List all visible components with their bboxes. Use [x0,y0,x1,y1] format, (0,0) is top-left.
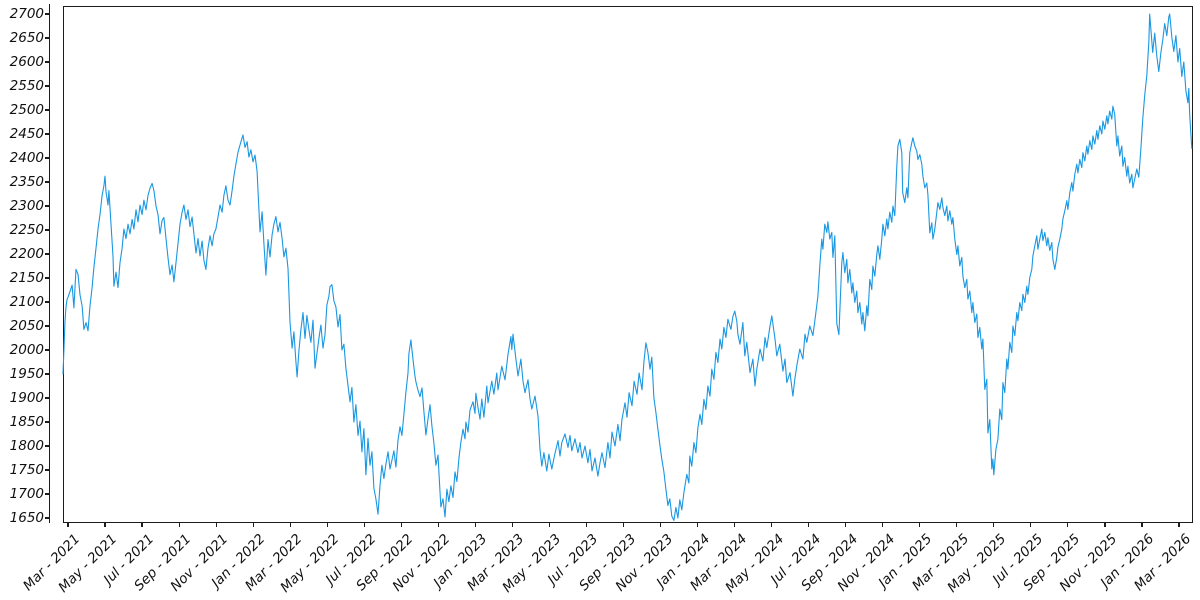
x-tick-mark [1104,522,1106,527]
y-tick-label: 2700 [9,6,44,22]
y-tick-mark [44,181,49,183]
y-tick-mark [44,157,49,159]
y-tick-mark [44,109,49,111]
y-tick-label: 2250 [9,222,44,238]
x-tick-mark [104,522,106,527]
x-tick-mark [808,522,810,527]
x-tick-mark [511,522,513,527]
x-tick-mark [696,522,699,527]
x-tick-mark [659,522,662,527]
y-tick-mark [44,205,49,207]
x-tick-mark [1067,522,1069,527]
x-tick-mark [956,522,958,527]
x-tick-mark [993,522,995,527]
x-tick-mark [1178,522,1180,527]
x-tick-mark [289,522,291,527]
y-tick-label: 1800 [9,438,44,454]
y-tick-mark [44,253,49,255]
y-tick-mark [44,349,49,351]
y-tick-mark [44,277,49,279]
y-tick-mark [44,85,49,87]
y-tick-mark [44,325,49,327]
x-tick-mark [585,522,588,527]
y-tick-label: 1950 [9,366,44,382]
x-tick-mark [548,522,551,527]
y-tick-label: 2600 [9,54,44,70]
y-tick-label: 1700 [9,486,44,502]
y-tick-label: 2650 [9,30,44,46]
y-tick-label: 1650 [9,510,44,526]
y-tick-label: 2050 [9,318,44,334]
x-tick-mark [363,522,365,527]
x-tick-mark [771,522,773,527]
y-tick-mark [44,445,49,447]
y-tick-label: 1850 [9,414,44,430]
y-tick-label: 2000 [9,342,44,358]
x-tick-mark [845,522,847,527]
x-tick-mark [1141,522,1143,527]
x-tick-mark [474,522,476,527]
y-tick-label: 2300 [9,198,44,214]
y-tick-label: 2200 [9,246,44,262]
y-tick-mark [44,61,49,63]
price-line-series [62,13,1193,521]
y-tick-label: 2100 [9,294,44,310]
x-tick-mark [622,522,625,527]
y-tick-mark [44,373,49,375]
y-tick-label: 2550 [9,78,44,94]
y-tick-mark [44,517,49,519]
x-tick-mark [178,522,180,527]
y-tick-mark [44,301,49,303]
x-tick-mark [437,522,439,527]
x-tick-mark [1030,522,1032,527]
y-tick-mark [44,421,49,423]
x-tick-mark [326,522,328,527]
x-tick-mark [67,522,69,527]
y-tick-label: 2150 [9,270,44,286]
y-tick-label: 1900 [9,390,44,406]
plot-area-border [63,6,1193,523]
x-tick-mark [215,522,217,527]
y-tick-mark [44,469,49,471]
x-tick-mark [400,522,402,527]
y-tick-mark [44,397,49,399]
y-tick-label: 2350 [9,174,44,190]
y-tick-mark [44,37,49,39]
x-tick-mark [734,522,736,527]
x-tick-mark [919,522,921,527]
y-tick-label: 2450 [9,126,44,142]
x-tick-mark [252,522,254,527]
x-tick-mark [882,522,884,527]
y-tick-mark [44,229,49,231]
y-tick-mark [44,133,49,135]
y-tick-mark [44,493,49,495]
y-tick-label: 2400 [9,150,44,166]
y-axis-spine [49,4,51,523]
y-tick-label: 1750 [9,462,44,478]
x-tick-mark [141,522,143,527]
y-tick-label: 2500 [9,102,44,118]
y-tick-mark [44,13,49,15]
